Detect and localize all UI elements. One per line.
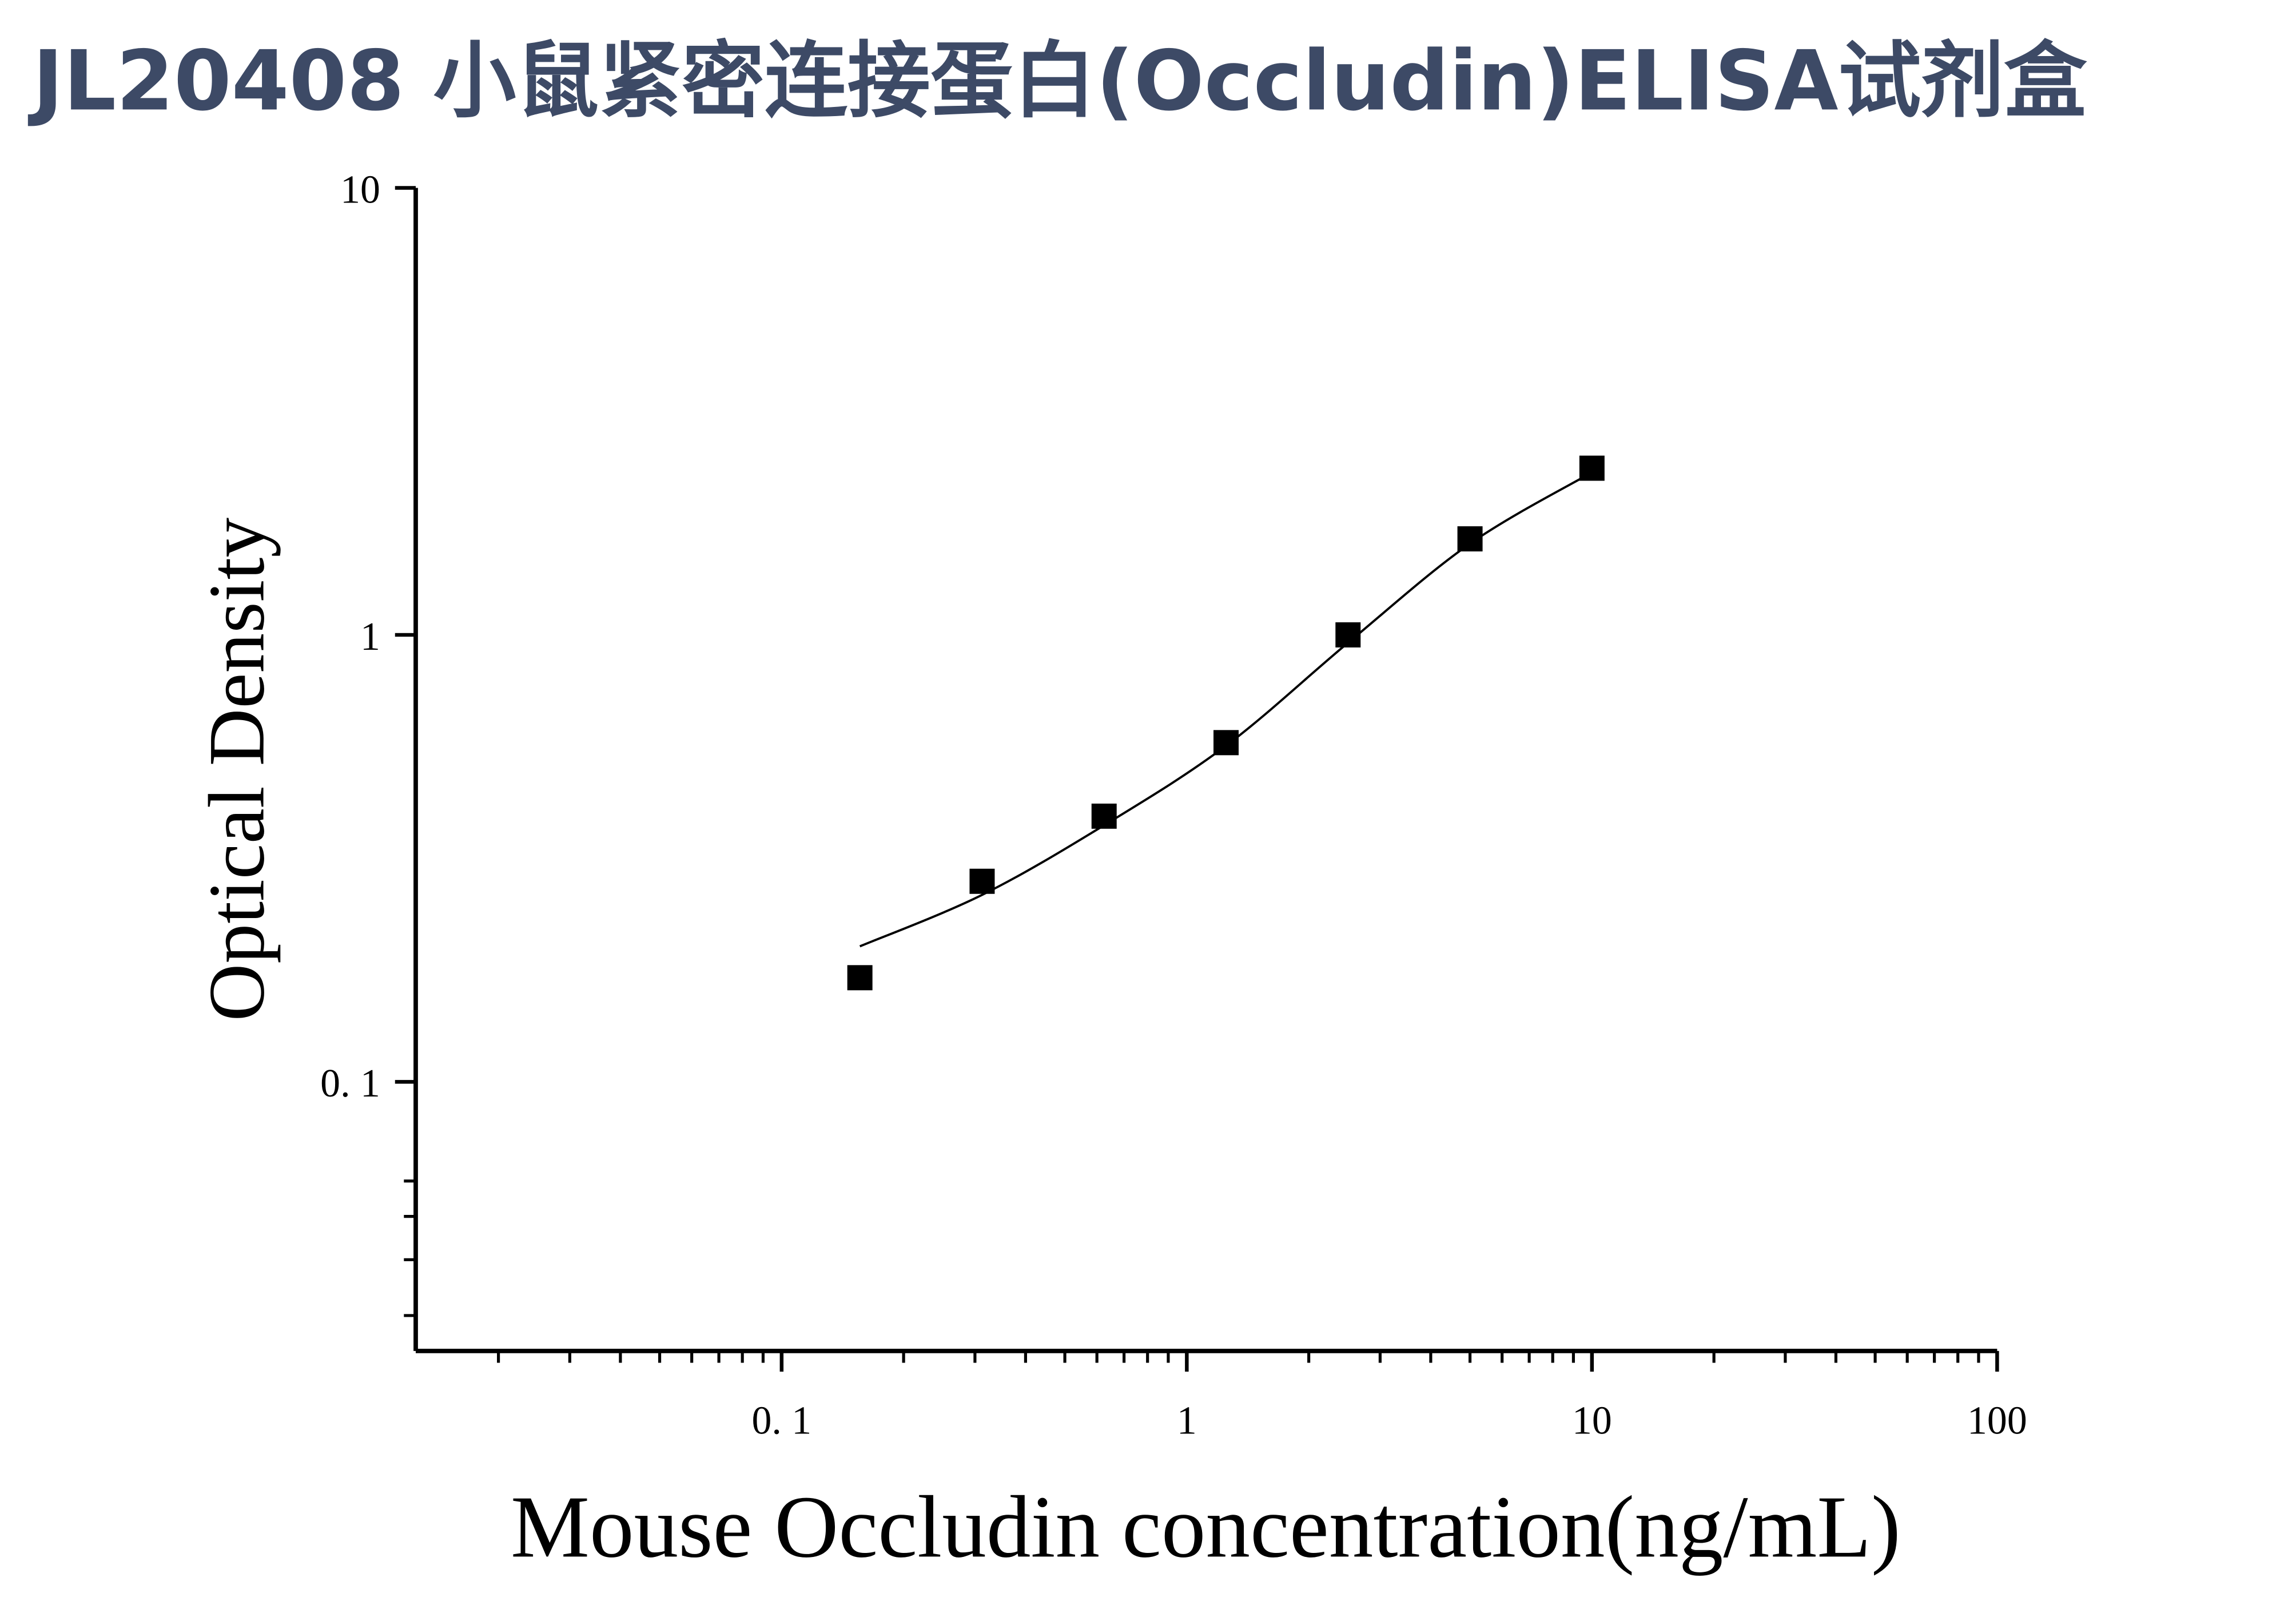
data-point <box>969 868 995 894</box>
data-point <box>1579 455 1605 481</box>
data-point <box>847 965 873 991</box>
data-point <box>1213 730 1239 756</box>
x-tick-label: 10 <box>1572 1399 1612 1443</box>
y-tick-label: 1 <box>360 615 380 659</box>
y-axis-title: Optical Density <box>193 518 281 1022</box>
y-tick-label: 0. 1 <box>320 1062 380 1106</box>
y-tick-label: 10 <box>340 168 380 212</box>
x-tick-label: 1 <box>1177 1399 1197 1443</box>
chart-title: JL20408 小鼠紧密连接蛋白(Occludin)ELISA试剂盒 <box>27 33 2087 129</box>
data-point <box>1457 526 1483 552</box>
x-axis-title: Mouse Occludin concentration(ng/mL) <box>511 1477 1901 1576</box>
x-tick-label: 0. 1 <box>751 1399 811 1443</box>
data-point <box>1091 803 1117 829</box>
x-tick-label: 100 <box>1967 1399 2027 1443</box>
data-point <box>1335 622 1361 647</box>
